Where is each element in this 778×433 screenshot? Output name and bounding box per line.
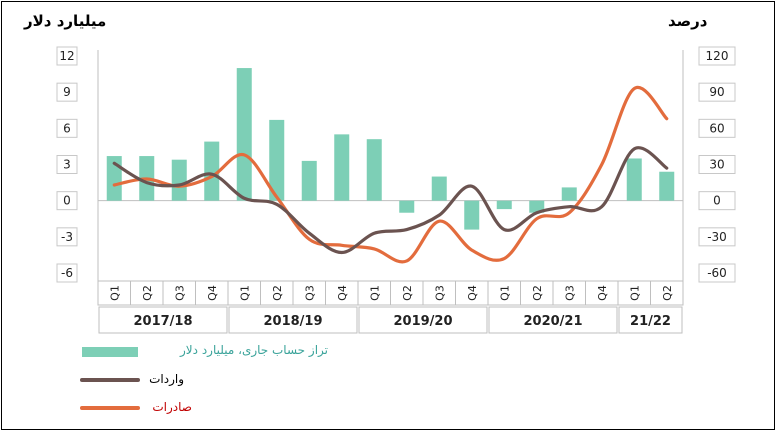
quarter-cell [520, 280, 554, 306]
quarter-cell [455, 280, 489, 306]
quarter-cell [227, 280, 261, 306]
right-tick-label: 120 [706, 49, 729, 63]
right-tick-label: 60 [709, 121, 724, 135]
left-tick-label: 9 [63, 85, 71, 99]
year-cell [228, 306, 358, 334]
legend-label-current-account: تراز حساب جاری، میلیارد دلار [180, 343, 328, 357]
quarter-label: Q1 [368, 285, 381, 301]
left-tick-label: -6 [61, 266, 73, 280]
quarter-label: Q2 [271, 285, 284, 301]
current-account-bar [236, 68, 252, 201]
current-account-bar [496, 200, 512, 210]
right-tick-label: 90 [709, 85, 724, 99]
left-tick-box [56, 155, 78, 174]
quarter-cell [650, 280, 684, 306]
current-account-bar [529, 200, 545, 213]
right-tick-box [698, 263, 736, 283]
quarter-label: Q3 [173, 285, 186, 301]
right-tick-box [698, 191, 736, 211]
quarter-label: Q1 [238, 285, 251, 301]
quarter-label: Q1 [108, 285, 121, 301]
quarter-cell [552, 280, 586, 306]
legend-label-exports: صادرات [152, 400, 192, 414]
right-tick-box [698, 118, 736, 138]
right-tick-label: -60 [707, 266, 727, 280]
quarter-cell [97, 280, 131, 306]
current-account-bar [204, 141, 220, 201]
left-tick-label: 12 [59, 49, 74, 63]
current-account-bar [171, 159, 187, 201]
legend-label-imports: واردات [149, 372, 184, 386]
left-tick-label: 6 [63, 121, 71, 135]
right-tick-label: -30 [707, 230, 727, 244]
legend-swatch-current-account [82, 347, 138, 357]
left-tick-label: 3 [63, 158, 71, 172]
year-label: 2018/19 [263, 314, 322, 329]
quarter-label: Q2 [401, 285, 414, 301]
quarter-cell [130, 280, 164, 306]
quarter-cell [585, 280, 619, 306]
left-tick-box [56, 82, 78, 102]
current-account-bar [399, 200, 415, 213]
current-account-bar [659, 171, 675, 201]
right-tick-box [698, 82, 736, 102]
year-cell [358, 306, 488, 334]
current-account-bar [561, 187, 577, 201]
year-label: 2017/18 [133, 314, 192, 329]
quarter-label: Q4 [466, 285, 479, 301]
right-tick-label: 30 [709, 158, 724, 172]
left-tick-box [56, 227, 78, 247]
quarter-label: Q2 [531, 285, 544, 301]
left-tick-label: 0 [63, 194, 71, 208]
imports-line [112, 146, 669, 255]
quarter-label: Q3 [303, 285, 316, 301]
quarter-cell [260, 280, 294, 306]
left-tick-label: -3 [61, 230, 73, 244]
current-account-bar [334, 134, 350, 201]
current-account-bar [626, 158, 642, 201]
exports-line [112, 85, 669, 264]
quarter-label: Q3 [433, 285, 446, 301]
year-cell [618, 306, 683, 334]
quarter-label: Q4 [206, 285, 219, 301]
right-tick-box [698, 227, 736, 247]
right-tick-label: 0 [713, 194, 721, 208]
year-label: 2020/21 [523, 314, 582, 329]
quarter-cell [422, 280, 456, 306]
quarter-label: Q2 [661, 285, 674, 301]
left-tick-box [56, 263, 78, 283]
left-tick-box [56, 46, 78, 66]
year-label: 2019/20 [393, 314, 452, 329]
quarter-label: Q3 [563, 285, 576, 301]
left-tick-box [56, 191, 78, 211]
year-label: 21/22 [630, 314, 671, 329]
current-account-bar [301, 160, 317, 201]
right-axis-title: درصد [668, 12, 708, 30]
current-account-bar [366, 139, 382, 201]
left-tick-box [56, 118, 78, 138]
right-tick-box [698, 155, 736, 174]
quarter-label: Q4 [336, 285, 349, 301]
current-account-bar [431, 176, 447, 201]
current-account-bar [269, 119, 285, 201]
left-axis-title: میلیارد دلار [24, 12, 107, 30]
quarter-cell [617, 280, 651, 306]
quarter-label: Q2 [141, 285, 154, 301]
quarter-label: Q1 [498, 285, 511, 301]
quarter-label: Q1 [628, 285, 641, 301]
right-tick-box [698, 46, 736, 66]
year-cell [98, 306, 228, 334]
quarter-label: Q4 [596, 285, 609, 301]
year-cell [488, 306, 618, 334]
current-account-bar [464, 200, 480, 230]
